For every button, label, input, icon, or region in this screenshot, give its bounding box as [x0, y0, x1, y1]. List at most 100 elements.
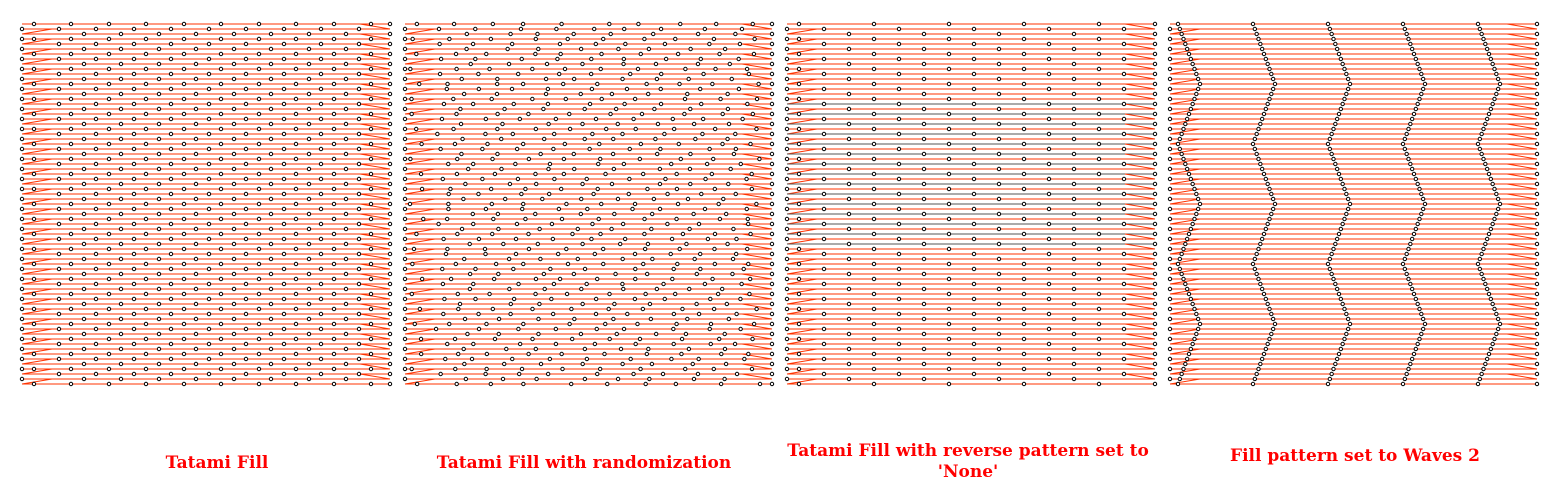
needle-point: [596, 161, 601, 167]
needle-point: [93, 371, 99, 377]
needle-point: [1331, 366, 1336, 372]
needle-point: [131, 131, 137, 137]
needle-point: [156, 166, 162, 172]
needle-point: [871, 306, 877, 312]
needle-point: [68, 81, 74, 87]
needle-point: [181, 21, 187, 27]
needle-point: [1167, 56, 1173, 62]
needle-point: [268, 61, 274, 67]
needle-point: [19, 226, 25, 232]
needle-point: [1152, 271, 1158, 277]
needle-point: [1177, 256, 1183, 262]
needle-point: [447, 36, 452, 42]
needle-point: [1071, 106, 1077, 112]
needle-point: [131, 176, 137, 182]
needle-point: [1256, 126, 1261, 132]
needle-point: [318, 161, 324, 167]
needle-point: [19, 136, 25, 142]
needle-point: [508, 301, 513, 307]
needle-point: [1408, 281, 1413, 287]
needle-point: [564, 291, 570, 297]
needle-point: [231, 256, 237, 262]
needle-point: [293, 216, 299, 222]
needle-point: [446, 161, 451, 167]
needle-point: [256, 216, 262, 222]
needle-point: [784, 46, 790, 52]
needle-point: [1340, 221, 1345, 227]
needle-point: [306, 31, 312, 37]
needle-point: [402, 86, 408, 92]
needle-point: [490, 306, 496, 312]
needle-point: [871, 141, 877, 147]
needle-point: [520, 81, 526, 87]
needle-point: [436, 221, 441, 227]
needle-point: [592, 251, 598, 257]
needle-point: [1495, 326, 1501, 332]
needle-point: [293, 201, 299, 207]
needle-point: [1267, 66, 1272, 72]
needle-point: [1534, 141, 1540, 147]
needle-point: [356, 266, 362, 272]
needle-point: [268, 31, 274, 37]
needle-point: [402, 276, 408, 282]
needle-point: [1400, 21, 1406, 27]
needle-point: [131, 86, 137, 92]
needle-point: [243, 116, 249, 122]
needle-point: [505, 46, 510, 52]
needle-point: [1181, 36, 1186, 42]
needle-point: [31, 276, 37, 282]
turn-stitch: [404, 98, 436, 105]
needle-point: [1400, 381, 1406, 387]
needle-point: [143, 81, 149, 87]
needle-point: [1419, 311, 1424, 317]
needle-point: [81, 286, 87, 292]
needle-point: [671, 266, 676, 272]
needle-point: [625, 311, 630, 317]
needle-point: [708, 296, 713, 302]
needle-point: [921, 46, 927, 52]
needle-point: [545, 101, 551, 107]
needle-point: [688, 106, 693, 112]
needle-point: [131, 236, 137, 242]
panel-tatami: [19, 21, 393, 387]
turn-stitch: [21, 58, 53, 65]
needle-point: [1184, 356, 1190, 362]
turn-stitch: [786, 188, 818, 195]
needle-point: [256, 231, 262, 237]
needle-point: [409, 366, 414, 372]
turn-stitch: [21, 198, 53, 205]
needle-point: [509, 86, 515, 92]
needle-point: [589, 86, 595, 92]
needle-point: [318, 191, 324, 197]
needle-point: [318, 266, 324, 272]
needle-point: [1167, 296, 1173, 302]
needle-point: [1152, 21, 1158, 27]
needle-point: [1419, 71, 1424, 77]
needle-point: [1406, 126, 1411, 132]
needle-point: [733, 131, 738, 137]
turn-stitch: [21, 218, 53, 225]
turn-stitch: [359, 33, 391, 40]
needle-point: [19, 236, 25, 242]
needle-point: [106, 171, 112, 177]
needle-point: [356, 131, 362, 137]
needle-point: [784, 346, 790, 352]
turn-stitch: [1169, 38, 1201, 45]
needle-point: [769, 291, 775, 297]
needle-point: [871, 156, 877, 162]
needle-point: [31, 66, 37, 72]
needle-point: [1046, 311, 1052, 317]
turn-stitch: [1506, 253, 1538, 260]
needle-point: [414, 381, 420, 387]
needle-point: [1188, 346, 1194, 352]
needle-point: [796, 246, 802, 252]
needle-point: [705, 236, 711, 242]
needle-point: [1402, 266, 1408, 272]
needle-point: [580, 181, 585, 187]
needle-point: [784, 286, 790, 292]
turn-stitch: [1169, 318, 1201, 325]
needle-point: [609, 91, 615, 97]
needle-point: [1329, 151, 1334, 157]
needle-point: [996, 61, 1002, 67]
needle-point: [1152, 381, 1158, 387]
